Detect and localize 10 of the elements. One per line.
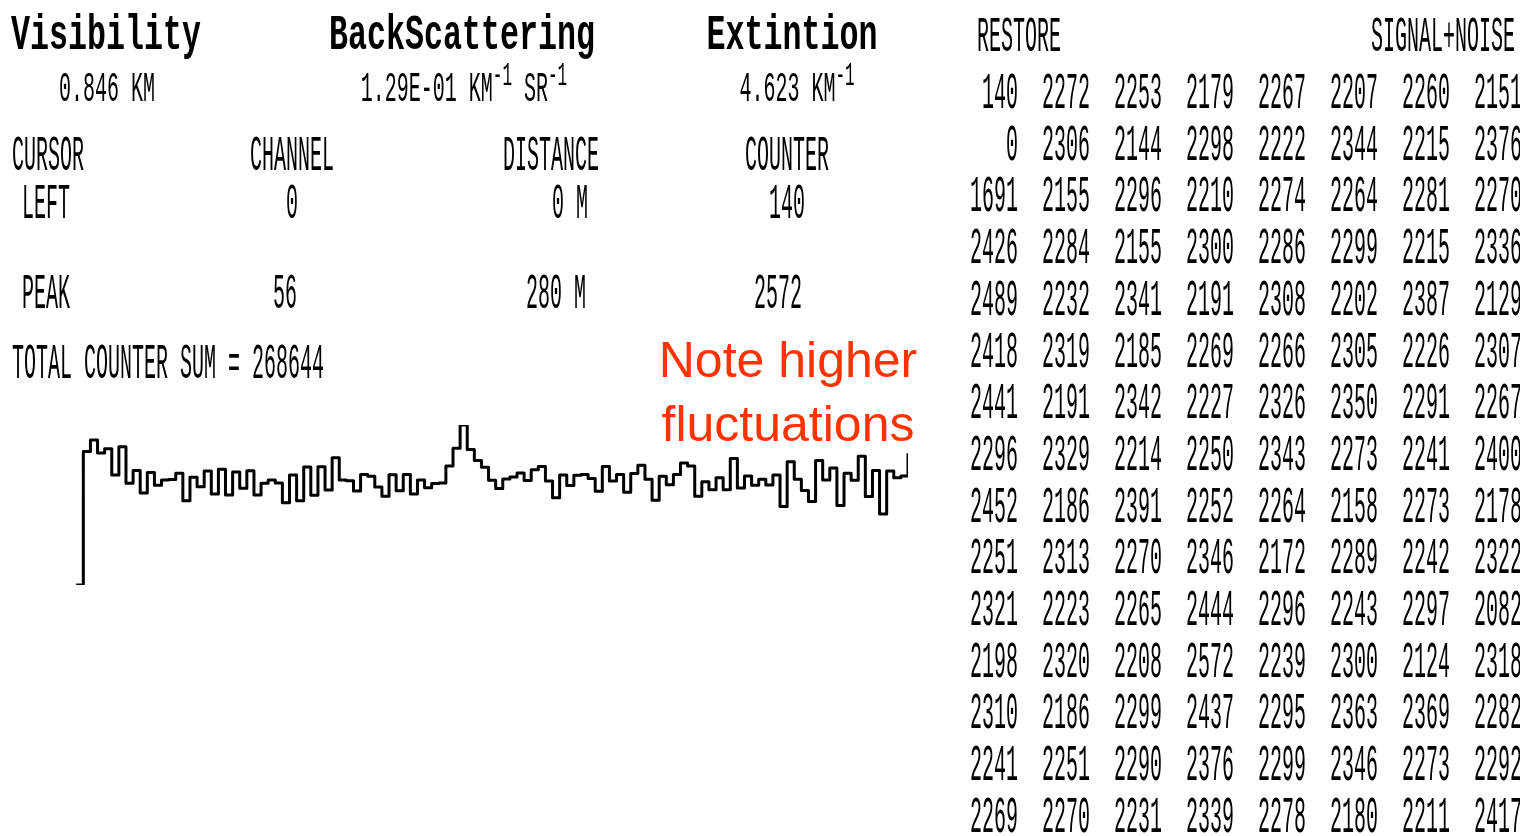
text: 0.846 KM xyxy=(58,65,156,114)
text: 56 xyxy=(273,266,297,323)
text: SIGNAL+NOISE xyxy=(1370,9,1515,66)
text: PEAK xyxy=(22,266,71,323)
text: TOTAL COUNTER SUM = 268644 xyxy=(12,336,325,393)
text: Visibility xyxy=(10,6,202,64)
text: 2572 xyxy=(754,266,802,323)
text: RESTORE xyxy=(977,9,1062,66)
text: 280 M xyxy=(525,266,587,323)
annotation: Note higher fluctuations xyxy=(657,331,919,454)
